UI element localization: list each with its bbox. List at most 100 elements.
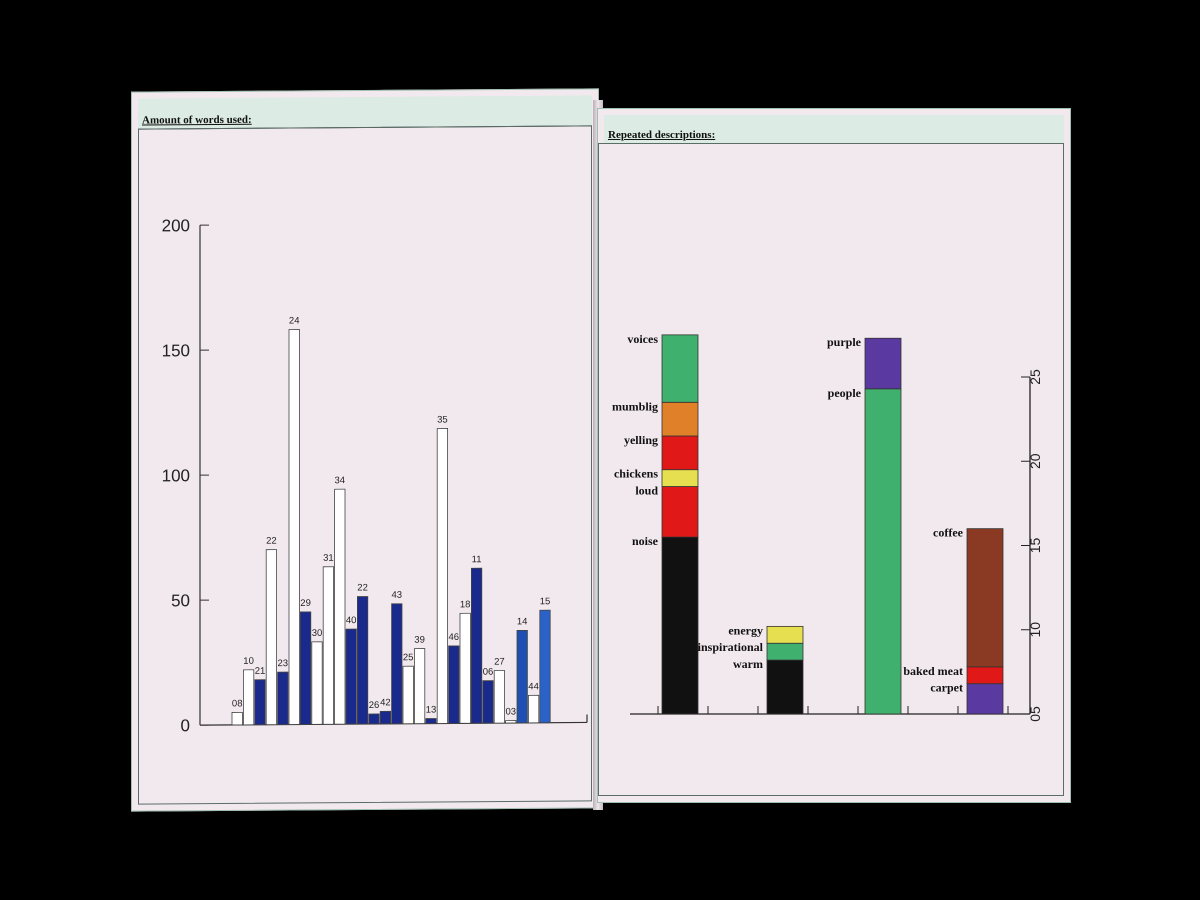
- bar-data-label: 46: [449, 632, 460, 643]
- segment-label: voices: [627, 332, 658, 346]
- bar: [402, 665, 414, 725]
- bar-data-label: 43: [392, 590, 403, 601]
- bar-data-label: 25: [403, 652, 414, 663]
- stacked-segment: [661, 334, 699, 403]
- bar: [243, 669, 255, 726]
- bar-data-label: 08: [232, 698, 243, 709]
- bar-data-label: 03: [506, 706, 517, 717]
- stacked-segment: [661, 469, 699, 487]
- stacked-segment: [766, 642, 804, 661]
- segment-label: warm: [733, 657, 763, 671]
- right-header-band: Repeated descriptions:: [604, 115, 1064, 144]
- segment-label: purple: [827, 335, 862, 349]
- bar: [277, 671, 289, 726]
- bar-data-label: 11: [472, 554, 482, 565]
- bar-data-label: 27: [494, 657, 505, 668]
- bar-data-label: 14: [517, 616, 528, 627]
- segment-label: loud: [635, 484, 658, 498]
- bar: [425, 718, 437, 724]
- bar-data-label: 26: [369, 700, 380, 711]
- bar: [322, 566, 334, 725]
- bar: [391, 603, 403, 725]
- bar: [299, 611, 312, 725]
- bar: [539, 609, 551, 724]
- stacked-segment: [864, 337, 902, 390]
- bar: [345, 628, 357, 725]
- bar: [413, 648, 426, 725]
- repeated-descriptions-stacked-chart: 25 20 15 10 05 noise loud chickens yelling mumbli…: [612, 332, 1043, 722]
- y-tick-label: 50: [171, 591, 190, 610]
- stacked-segment: [966, 528, 1004, 668]
- bar-data-label: 40: [346, 615, 357, 626]
- bar-data-label: 18: [460, 599, 471, 610]
- segment-label: inspirational: [698, 640, 764, 654]
- bar: [448, 645, 460, 724]
- y-tick-label: 25: [1027, 369, 1043, 385]
- stacked-segment: [966, 666, 1004, 685]
- bar-data-label: 22: [266, 536, 277, 547]
- bar: [379, 710, 391, 725]
- segment-label: yelling: [624, 433, 658, 447]
- bar-data-label: 31: [323, 553, 334, 564]
- bar: [254, 679, 266, 726]
- bar-data-label: 06: [483, 667, 494, 678]
- bar: [527, 694, 540, 724]
- stacked-segment: [864, 388, 902, 715]
- bar-data-label: 15: [540, 596, 551, 607]
- bar-data-label: 22: [357, 582, 368, 593]
- segment-label: energy: [728, 623, 763, 637]
- left-page: Amount of words used: 200 150 100 50 0 08 10 21…: [131, 88, 599, 812]
- bar-data-label: 21: [255, 666, 266, 677]
- bar: [459, 612, 471, 724]
- y-tick-label: 0: [181, 716, 190, 735]
- segment-label: chickens: [614, 467, 658, 481]
- right-chart-title: Repeated descriptions:: [608, 129, 716, 141]
- bar-data-label: 44: [528, 681, 539, 692]
- bar-data-label: 39: [414, 635, 425, 646]
- y-tick-label: 200: [162, 216, 190, 235]
- stacked-segment: [766, 625, 804, 644]
- bar: [516, 629, 528, 724]
- bar-data-label: 13: [426, 705, 437, 716]
- y-tick-label: 150: [162, 341, 190, 360]
- bar-data-label: 29: [300, 598, 311, 609]
- bar-data-label: 24: [289, 315, 300, 326]
- stacked-segment: [766, 659, 804, 715]
- bar-data-label: 34: [335, 475, 346, 486]
- stacked-segment: [661, 401, 699, 437]
- bar: [505, 720, 517, 724]
- bar: [356, 596, 369, 725]
- bar: [265, 549, 277, 726]
- segment-label: baked meat: [903, 664, 963, 678]
- right-page: Repeated descriptions: 25 20 15 10 05 noise lo…: [597, 108, 1071, 803]
- bar: [311, 641, 323, 725]
- bar: [482, 680, 494, 724]
- y-tick-label: 05: [1027, 706, 1043, 722]
- segment-label: carpet: [930, 681, 963, 695]
- bar: [288, 329, 300, 725]
- bar-data-label: 35: [437, 414, 448, 425]
- right-chart-frame: [598, 143, 1064, 796]
- bar: [470, 567, 483, 724]
- bar: [334, 488, 346, 725]
- stacked-segment: [661, 486, 699, 538]
- stacked-segment: [661, 536, 699, 715]
- bar-data-label: 10: [243, 656, 254, 667]
- bar: [436, 428, 449, 724]
- bar-data-label: 23: [278, 658, 289, 669]
- segment-label: coffee: [933, 526, 964, 540]
- bar-data-label: 30: [312, 628, 323, 639]
- stacked-segment: [966, 683, 1004, 715]
- bar: [368, 713, 380, 725]
- y-tick-label: 100: [162, 466, 190, 485]
- y-tick-label: 10: [1027, 622, 1043, 638]
- segment-label: people: [828, 386, 862, 400]
- bar-data-label: 42: [380, 697, 391, 708]
- bar: [231, 711, 243, 726]
- stacked-segment: [661, 435, 699, 471]
- segment-label: noise: [632, 534, 659, 548]
- y-tick-label: 15: [1027, 538, 1043, 554]
- segment-label: mumblig: [612, 399, 658, 413]
- bar: [493, 670, 506, 724]
